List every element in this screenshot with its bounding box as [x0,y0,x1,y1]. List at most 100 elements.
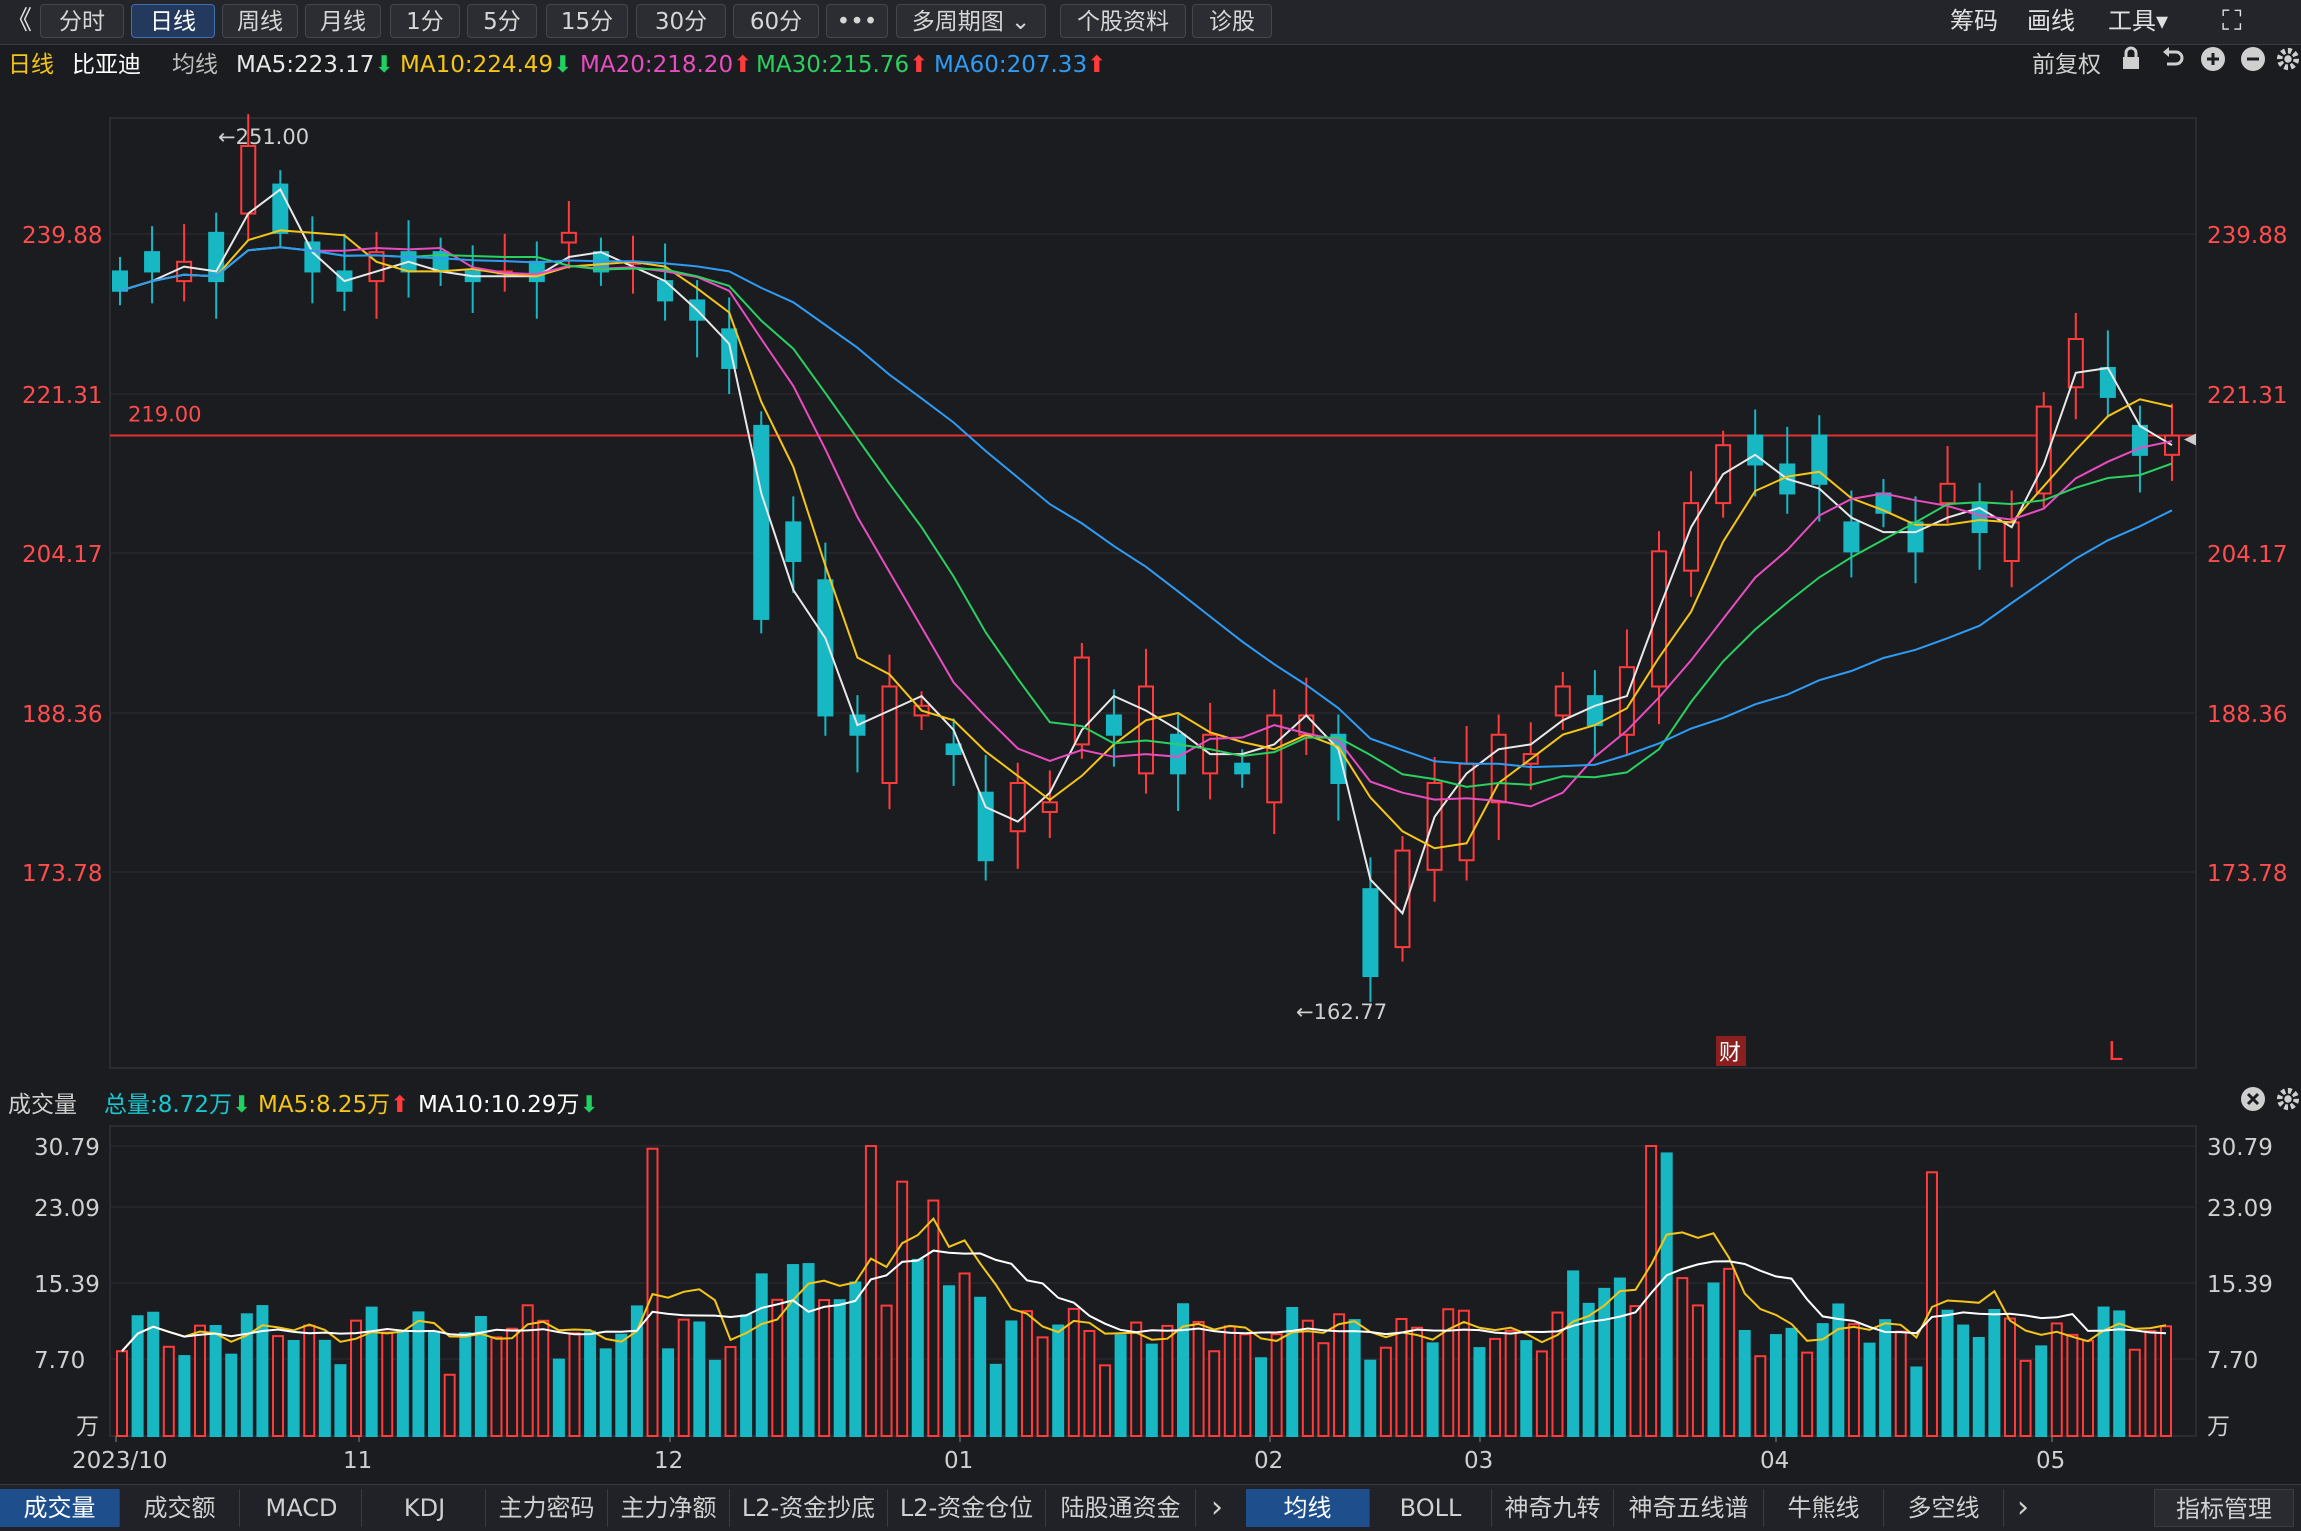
indicator-tab-5[interactable]: 主力净额 [608,1489,730,1527]
close-icon[interactable] [2240,1086,2266,1124]
tools-menu[interactable]: 工具▾ [2108,7,2169,35]
x-axis-label: 2023/10 [72,1448,168,1474]
overlay-tab-5[interactable]: 多空线 [1884,1489,2004,1527]
undo-icon[interactable] [2160,46,2186,84]
ma60-line [119,246,2173,769]
overlay-tab-1[interactable]: BOLL [1370,1489,1492,1527]
volume-bar [1223,1325,1236,1437]
volume-bar [1270,1333,1283,1437]
price-chart[interactable]: 239.88 239.88 221.31 221.31 204.17 204.17 188.… [0,84,2301,1084]
tab-12[interactable]: 诊股 [1192,4,1272,38]
ma30-line [119,246,2173,788]
candle-body [1041,801,1058,813]
candle-body [2099,366,2116,398]
volume-bar [1005,1320,1018,1437]
x-axis-label: 11 [343,1448,372,1474]
volume-bar [1801,1351,1814,1437]
tab-8[interactable]: 60分 [733,4,819,38]
candle-body [1105,714,1122,736]
volume-bar [147,1311,160,1437]
volume-bar [1083,1329,1096,1437]
finance-badge-text: 财 [1719,1041,1741,1066]
volume-unit-left: 万 [76,1414,99,1440]
tab-4[interactable]: 1分 [390,4,460,38]
indicator-tab-7[interactable]: L2-资金仓位 [888,1489,1046,1527]
zoom-out-icon[interactable] [2240,46,2266,84]
tab-5[interactable]: 5分 [467,4,537,38]
volume-bar [1208,1350,1221,1437]
zoom-in-icon[interactable] [2200,46,2226,84]
overlay-tab-0[interactable]: 均线 [1246,1489,1370,1527]
volume-bar [724,1346,737,1437]
overlay-tab-4[interactable]: 牛熊线 [1764,1489,1884,1527]
volume-tick-right: 30.79 [2207,1135,2273,1161]
volume-bar [506,1327,519,1437]
indicator-tab-0[interactable]: 成交量 [0,1489,120,1527]
volume-chart[interactable]: 30.79 30.79 23.09 23.09 15.39 15.39 7.70 7.70 万 万… [0,1124,2301,1484]
candle-body [1138,685,1154,775]
tab-10[interactable]: 多周期图 ⌄ [896,4,1046,38]
tab-7[interactable]: 30分 [636,4,726,38]
candle-body [881,685,898,785]
back-icon[interactable]: 《 [6,6,33,36]
tab-11[interactable]: 个股资料 [1060,4,1186,38]
tab-9[interactable]: ••• [826,4,888,38]
volume-bar [1738,1330,1751,1437]
volume-bar [1411,1326,1424,1437]
indicator-tab-6[interactable]: L2-资金抄底 [730,1489,888,1527]
ma20-line [119,246,2173,808]
x-axis-label: 01 [944,1448,973,1474]
volume-bar [599,1348,612,1438]
volume-bar [958,1272,971,1437]
candle-body [144,251,161,273]
volume-tick-left: 23.09 [34,1196,100,1222]
ma-label[interactable]: 均线 [172,52,218,78]
draw-line-button[interactable]: 画线 [2027,7,2075,35]
volume-bar [2003,1317,2016,1437]
candle-body [1073,656,1090,746]
tab-0[interactable]: 分时 [40,4,124,38]
volume-bar [1098,1364,1111,1437]
price-tick-right: 221.31 [2207,383,2287,409]
indicator-manage-button[interactable]: 指标管理 [2154,1489,2294,1527]
candle-body [528,260,545,283]
lock-icon[interactable] [2120,46,2142,84]
volume-bar [1457,1309,1470,1437]
fullscreen-icon[interactable]: ⛶ [2222,4,2242,37]
volume-bar [2128,1348,2141,1437]
candle-body [1554,685,1571,717]
volume-bar [771,1298,784,1437]
overlay-tab-2[interactable]: 神奇九转 [1492,1489,1614,1527]
indicator-tab-3[interactable]: KDJ [364,1489,486,1527]
gear-icon[interactable] [2276,46,2300,84]
volume-bar [1754,1355,1767,1438]
indicator-tab-4[interactable]: 主力密码 [486,1489,608,1527]
indicator-tab-8[interactable]: 陆股通资金 [1046,1489,1196,1527]
l-badge[interactable]: L [2108,1037,2123,1067]
volume-bar [1988,1309,2001,1437]
volume-bar [459,1332,472,1437]
chip-button[interactable]: 筹码 [1950,7,1998,35]
tab-2[interactable]: 周线 [222,4,298,38]
volume-bar [334,1364,347,1437]
ma-legend-item-3: MA30:215.76⬆ [756,52,929,78]
tab-6[interactable]: 15分 [546,4,628,38]
volume-bar [646,1147,659,1437]
indicator-tab-2[interactable]: MACD [242,1489,362,1527]
volume-bar [2035,1345,2048,1437]
candle-body [753,424,770,620]
volume-bar [1504,1329,1517,1437]
volume-bar [989,1363,1002,1437]
candle-body [817,579,834,717]
adjust-mode[interactable]: 前复权 [2032,52,2101,78]
tab-3[interactable]: 月线 [305,4,381,38]
overlay-tab-3[interactable]: 神奇五线谱 [1614,1489,1764,1527]
more-right-tabs-icon[interactable]: › [2017,1490,2029,1525]
indicator-tab-1[interactable]: 成交额 [120,1489,240,1527]
finance-badge[interactable] [1716,1036,1746,1066]
tab-1[interactable]: 日线 [131,4,215,38]
price-tick-left: 188.36 [22,702,102,728]
volume-gear-icon[interactable] [2276,1086,2300,1124]
more-left-tabs-icon[interactable]: › [1211,1490,1223,1525]
volume-bar [1036,1336,1049,1437]
